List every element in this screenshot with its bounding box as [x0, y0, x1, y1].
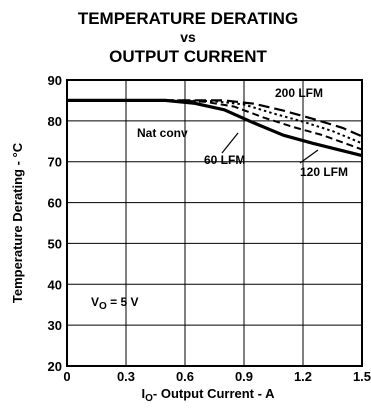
- y-tick-label: 90: [48, 73, 62, 88]
- chart-title-line-1: TEMPERATURE DERATING: [78, 9, 298, 28]
- x-axis-label-text: - Output Current - A: [153, 386, 275, 401]
- condition-subscript: O: [99, 301, 107, 312]
- annotation-leader-120lfm: [299, 149, 319, 164]
- x-axis-label: IO- Output Current - A: [142, 386, 276, 404]
- condition-text: = 5 V: [107, 295, 139, 309]
- chart-title-line-3: OUTPUT CURRENT: [109, 47, 267, 66]
- x-tick-label: 0.3: [117, 369, 135, 384]
- annotation-120-lfm: 120 LFM: [300, 165, 348, 179]
- plot-frame: [66, 79, 363, 367]
- annotation-nat-conv: Nat conv: [137, 126, 188, 140]
- annotation-200-lfm: 200 LFM: [275, 86, 323, 100]
- series-line-nat-conv: [67, 98, 363, 158]
- y-tick-label: 70: [48, 155, 62, 170]
- tick-labels: 0 0.3 0.6 0.9 1.2 1.5 20 30 40 50 60 70 80 90: [48, 73, 371, 384]
- y-tick-label: 30: [48, 318, 62, 333]
- y-tick-label: 80: [48, 114, 62, 129]
- y-axis-label: Temperature Derating - °C: [10, 142, 25, 303]
- x-tick-label: 0: [63, 369, 70, 384]
- x-tick-label: 1.5: [353, 369, 371, 384]
- x-tick-label: 0.6: [176, 369, 194, 384]
- condition-symbol: V: [91, 295, 99, 309]
- chart-title-line-2: vs: [180, 29, 196, 45]
- y-tick-label: 50: [48, 236, 62, 251]
- series-line-200-lfm: [67, 99, 363, 138]
- x-axis-label-symbol: I: [142, 386, 146, 401]
- series-lines: [67, 98, 363, 158]
- grid: [66, 79, 363, 367]
- x-tick-label: 1.2: [294, 369, 312, 384]
- x-axis-label-subscript: O: [145, 393, 153, 404]
- annotation-60-lfm: 60 LFM: [204, 153, 245, 167]
- y-tick-label: 60: [48, 196, 62, 211]
- annotation-leader-60lfm: [221, 132, 239, 154]
- y-tick-label: 40: [48, 277, 62, 292]
- x-tick-label: 0.9: [235, 369, 253, 384]
- y-tick-label: 20: [48, 359, 62, 374]
- condition-label: VO = 5 V: [91, 295, 138, 312]
